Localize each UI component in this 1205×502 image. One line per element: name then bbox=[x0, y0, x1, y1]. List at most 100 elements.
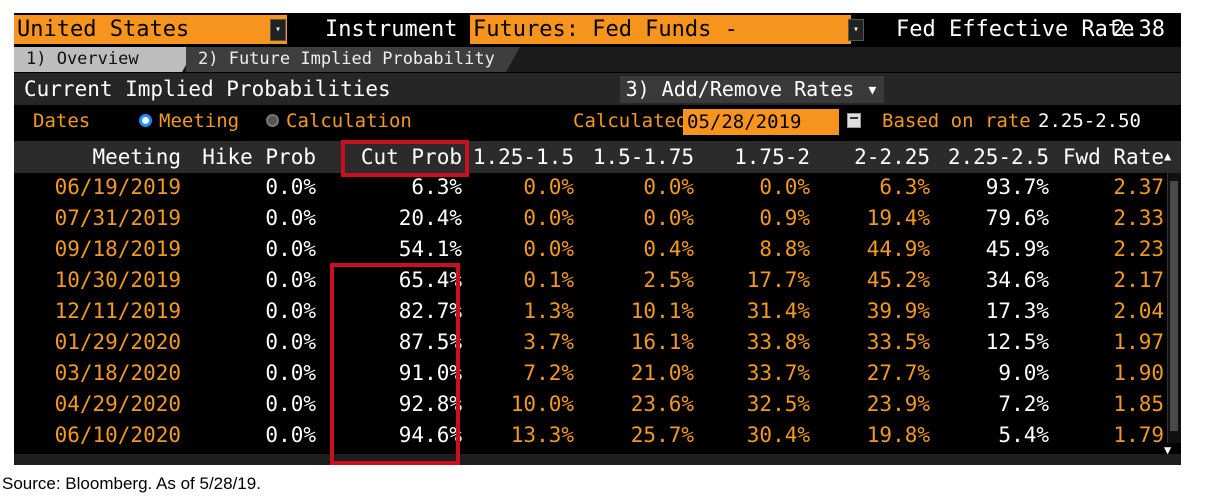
cut-prob-cell: 87.5% bbox=[398, 330, 462, 354]
instrument-label: Instrument bbox=[325, 17, 458, 42]
fwd-rate-cell: 2.33 bbox=[1113, 206, 1164, 230]
prob-1-75-2-cell: 30.4% bbox=[746, 423, 810, 447]
tab-bar: 1) Overview 2) Future Implied Probabilit… bbox=[14, 47, 1181, 72]
table-row[interactable]: 01/29/2020 0.0% 87.5% 3.7% 16.1% 33.8% 33.5% 12… bbox=[14, 328, 1181, 357]
meeting-date-cell: 03/18/2020 bbox=[54, 361, 181, 385]
col-rate-1-75-2[interactable]: 1.75-2 bbox=[734, 145, 810, 169]
cut-prob-cell: 54.1% bbox=[398, 237, 462, 261]
fed-effective-rate-label: Fed Effective Rate bbox=[896, 17, 1135, 42]
cut-prob-values-highlight bbox=[330, 263, 460, 465]
table-row[interactable]: 06/19/2019 0.0% 6.3% 0.0% 0.0% 0.0% 6.3% 93.7% 2… bbox=[14, 173, 1181, 202]
hike-prob-cell: 0.0% bbox=[265, 237, 316, 261]
table-row[interactable]: 07/31/2019 0.0% 20.4% 0.0% 0.0% 0.9% 19.4% 79.6… bbox=[14, 204, 1181, 233]
prob-1-25-1-5-cell: 0.0% bbox=[523, 175, 574, 199]
col-rate-2-2-25[interactable]: 2-2.25 bbox=[854, 145, 930, 169]
hike-prob-cell: 0.0% bbox=[265, 330, 316, 354]
add-remove-rates-button[interactable]: 3) Add/Remove Rates ▾ bbox=[620, 76, 884, 103]
fwd-rate-cell: 1.90 bbox=[1113, 361, 1164, 385]
prob-2-2-25-cell: 6.3% bbox=[879, 175, 930, 199]
calculated-date-field[interactable]: 05/28/2019 bbox=[683, 109, 839, 135]
meeting-date-cell: 10/30/2019 bbox=[54, 268, 181, 292]
prob-1-5-1-75-cell: 10.1% bbox=[630, 299, 694, 323]
cut-prob-cell: 94.6% bbox=[398, 423, 462, 447]
vertical-scrollbar[interactable] bbox=[1167, 173, 1181, 443]
prob-1-25-1-5-cell: 3.7% bbox=[523, 330, 574, 354]
scroll-down-icon[interactable]: ▼ bbox=[1164, 443, 1172, 457]
col-rate-1-25-1-5[interactable]: 1.25-1.5 bbox=[472, 145, 574, 169]
meeting-date-cell: 04/29/2020 bbox=[54, 392, 181, 416]
col-rate-1-5-1-75[interactable]: 1.5-1.75 bbox=[592, 145, 694, 169]
prob-1-75-2-cell: 17.7% bbox=[746, 268, 810, 292]
instrument-dropdown[interactable]: Futures: Fed Funds - Effective bbox=[470, 15, 851, 71]
prob-2-25-2-5-cell: 34.6% bbox=[985, 268, 1049, 292]
table-row[interactable]: 06/10/2020 0.0% 94.6% 13.3% 25.7% 30.4% 19.8% 5… bbox=[14, 421, 1181, 450]
prob-1-25-1-5-cell: 0.0% bbox=[523, 206, 574, 230]
table-header: Meeting Hike Prob Cut Prob 1.25-1.5 1.5-… bbox=[14, 141, 1181, 173]
prob-2-25-2-5-cell: 12.5% bbox=[985, 330, 1049, 354]
table-row[interactable]: 10/30/2019 0.0% 65.4% 0.1% 2.5% 17.7% 45.2% 34.… bbox=[14, 266, 1181, 295]
fwd-rate-cell: 1.79 bbox=[1113, 423, 1164, 447]
section-title: Current Implied Probabilities bbox=[24, 77, 391, 101]
calculated-label: Calculated bbox=[573, 110, 688, 132]
tab-future-implied-probability[interactable]: 2) Future Implied Probability bbox=[186, 47, 520, 72]
col-hike-prob[interactable]: Hike Prob bbox=[202, 145, 316, 169]
table-row[interactable]: 09/18/2019 0.0% 54.1% 0.0% 0.4% 8.8% 44.9% 45.9… bbox=[14, 235, 1181, 264]
col-fwd-rate[interactable]: Fwd Rate bbox=[1062, 145, 1164, 169]
col-cut-prob[interactable]: Cut Prob bbox=[360, 145, 462, 169]
country-dropdown-arrow-icon[interactable]: ▾ bbox=[270, 19, 286, 41]
fwd-rate-cell: 1.85 bbox=[1113, 392, 1164, 416]
col-meeting[interactable]: Meeting bbox=[92, 145, 181, 169]
calculation-radio[interactable] bbox=[266, 114, 279, 127]
fwd-rate-cell: 2.04 bbox=[1113, 299, 1164, 323]
cut-prob-cell: 65.4% bbox=[398, 268, 462, 292]
calculation-radio-label[interactable]: Calculation bbox=[286, 110, 412, 132]
table-row[interactable]: 04/29/2020 0.0% 92.8% 10.0% 23.6% 32.5% 23.9% 7… bbox=[14, 390, 1181, 419]
prob-2-2-25-cell: 19.8% bbox=[866, 423, 930, 447]
col-rate-2-25-2-5[interactable]: 2.25-2.5 bbox=[947, 145, 1049, 169]
country-dropdown[interactable]: United States bbox=[14, 15, 287, 44]
prob-1-5-1-75-cell: 25.7% bbox=[630, 423, 694, 447]
table-row[interactable]: 12/11/2019 0.0% 82.7% 1.3% 10.1% 31.4% 39.9% 17… bbox=[14, 297, 1181, 326]
prob-2-2-25-cell: 44.9% bbox=[866, 237, 930, 261]
meeting-radio-label[interactable]: Meeting bbox=[159, 110, 240, 132]
prob-1-75-2-cell: 0.9% bbox=[759, 206, 810, 230]
prob-2-25-2-5-cell: 9.0% bbox=[998, 361, 1049, 385]
cut-prob-cell: 6.3% bbox=[411, 175, 462, 199]
prob-1-75-2-cell: 0.0% bbox=[759, 175, 810, 199]
tab-overview[interactable]: 1) Overview bbox=[14, 47, 196, 72]
hike-prob-cell: 0.0% bbox=[265, 268, 316, 292]
fwd-rate-cell: 2.17 bbox=[1113, 268, 1164, 292]
prob-2-2-25-cell: 45.2% bbox=[866, 268, 930, 292]
prob-1-25-1-5-cell: 13.3% bbox=[510, 423, 574, 447]
prob-1-25-1-5-cell: 7.2% bbox=[523, 361, 574, 385]
table-row[interactable]: 03/18/2020 0.0% 91.0% 7.2% 21.0% 33.7% 27.7% 9.… bbox=[14, 359, 1181, 388]
hike-prob-cell: 0.0% bbox=[265, 392, 316, 416]
prob-1-5-1-75-cell: 23.6% bbox=[630, 392, 694, 416]
cut-prob-cell: 20.4% bbox=[398, 206, 462, 230]
scrollbar-thumb[interactable] bbox=[1170, 181, 1178, 431]
cut-prob-cell: 82.7% bbox=[398, 299, 462, 323]
cut-prob-header-highlight bbox=[341, 140, 469, 177]
hike-prob-cell: 0.0% bbox=[265, 175, 316, 199]
prob-1-5-1-75-cell: 2.5% bbox=[643, 268, 694, 292]
prob-2-2-25-cell: 33.5% bbox=[866, 330, 930, 354]
calendar-icon[interactable] bbox=[847, 113, 861, 128]
cut-prob-cell: 92.8% bbox=[398, 392, 462, 416]
meeting-date-cell: 07/31/2019 bbox=[54, 206, 181, 230]
prob-2-25-2-5-cell: 17.3% bbox=[985, 299, 1049, 323]
prob-2-25-2-5-cell: 45.9% bbox=[985, 237, 1049, 261]
bloomberg-terminal-window: United States ▾ Instrument Futures: Fed … bbox=[14, 13, 1181, 465]
scroll-up-icon[interactable]: ▲ bbox=[1164, 149, 1172, 163]
prob-1-75-2-cell: 31.4% bbox=[746, 299, 810, 323]
meeting-date-cell: 09/18/2019 bbox=[54, 237, 181, 261]
country-value: United States bbox=[17, 17, 190, 42]
instrument-dropdown-arrow-icon[interactable]: ▾ bbox=[848, 19, 864, 41]
section-header: Current Implied Probabilities 3) Add/Rem… bbox=[14, 73, 1181, 105]
hike-prob-cell: 0.0% bbox=[265, 423, 316, 447]
meeting-radio[interactable] bbox=[139, 114, 152, 127]
prob-1-75-2-cell: 32.5% bbox=[746, 392, 810, 416]
prob-2-25-2-5-cell: 93.7% bbox=[985, 175, 1049, 199]
prob-1-75-2-cell: 33.8% bbox=[746, 330, 810, 354]
meeting-date-cell: 06/10/2020 bbox=[54, 423, 181, 447]
prob-2-25-2-5-cell: 5.4% bbox=[998, 423, 1049, 447]
